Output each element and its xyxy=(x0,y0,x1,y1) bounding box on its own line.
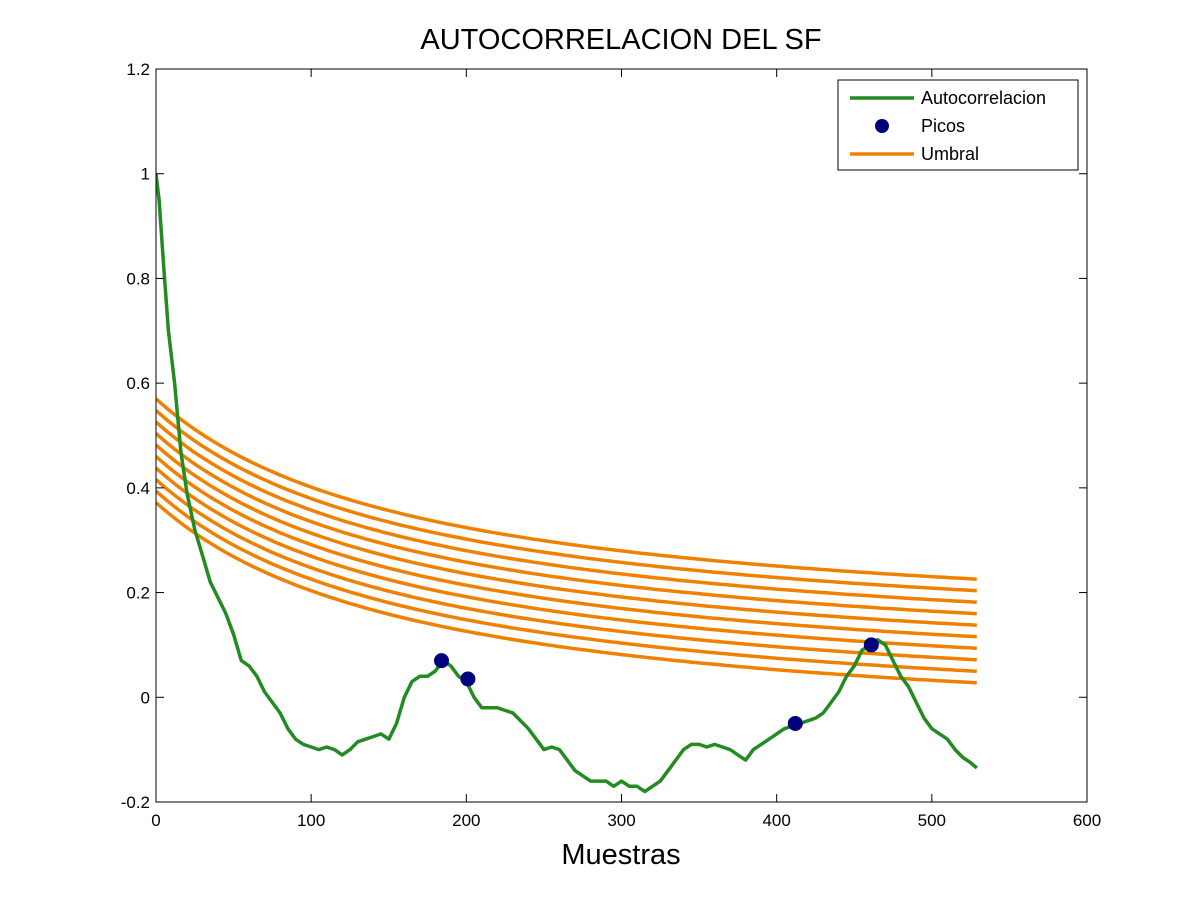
y-tick-label: 0.2 xyxy=(126,584,150,603)
chart-title: AUTOCORRELACION DEL SF xyxy=(420,24,821,56)
umbral-line-9 xyxy=(156,489,977,674)
legend-label: Picos xyxy=(921,116,965,136)
pico-marker xyxy=(863,637,879,653)
y-tick-label: 1.2 xyxy=(126,60,150,79)
pico-marker xyxy=(460,671,476,687)
x-tick-label: 400 xyxy=(762,811,790,830)
umbral-line-6 xyxy=(156,455,977,639)
umbral-line-1 xyxy=(156,397,977,581)
x-tick-label: 200 xyxy=(452,811,480,830)
y-tick-label: 1 xyxy=(141,165,150,184)
y-tick-label: -0.2 xyxy=(121,793,150,812)
umbral-line-10 xyxy=(156,501,977,685)
plot-area xyxy=(156,69,1087,802)
legend: Autocorrelacion Picos Umbral xyxy=(837,79,1079,171)
x-tick-label: 0 xyxy=(151,811,160,830)
x-tick-label: 100 xyxy=(297,811,325,830)
umbral-line-5 xyxy=(156,443,977,627)
autocorrelacion-line xyxy=(156,173,978,794)
umbral-line-3 xyxy=(156,420,977,604)
y-tick-label: 0 xyxy=(141,688,150,707)
x-tick-label: 600 xyxy=(1073,811,1101,830)
legend-label: Umbral xyxy=(921,144,979,164)
y-tick-label: 0.4 xyxy=(126,479,150,498)
axes: 0 100 200 300 400 500 600-0.200.20.40.60.811.2 xyxy=(121,60,1101,830)
umbral-line-2 xyxy=(156,409,977,593)
legend-swatch-marker xyxy=(875,119,889,133)
legend-label: Autocorrelacion xyxy=(921,88,1046,108)
pico-marker xyxy=(434,653,450,669)
legend-entry: Picos xyxy=(875,116,965,136)
umbral-line-7 xyxy=(156,466,977,650)
umbral-line-8 xyxy=(156,478,977,662)
x-axis-label: Muestras xyxy=(561,839,680,871)
x-tick-label: 300 xyxy=(607,811,635,830)
y-tick-label: 0.6 xyxy=(126,374,150,393)
series-layer xyxy=(156,173,978,794)
plot-background xyxy=(156,69,1087,802)
legend-entry: Autocorrelacion xyxy=(850,88,1046,108)
legend-entry: Umbral xyxy=(850,144,979,164)
pico-marker xyxy=(787,715,803,731)
y-tick-label: 0.8 xyxy=(126,269,150,288)
x-tick-label: 500 xyxy=(918,811,946,830)
umbral-line-4 xyxy=(156,432,977,616)
